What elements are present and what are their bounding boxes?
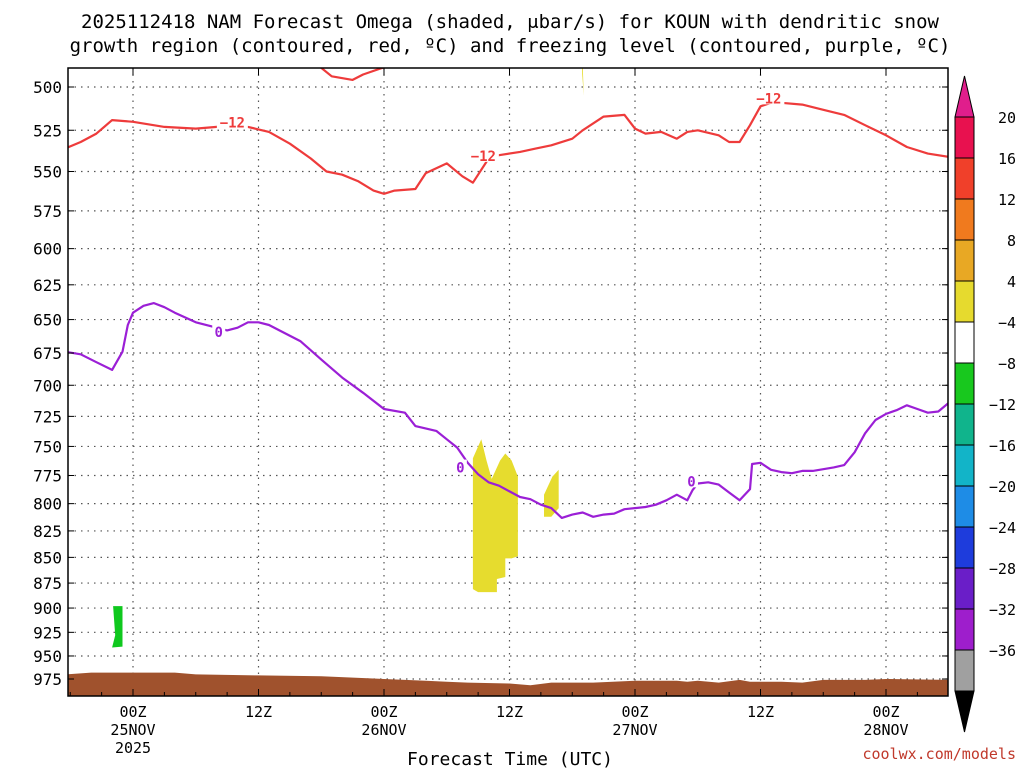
contour-label-bg: [684, 473, 698, 488]
colorbar-label: 8: [1007, 232, 1016, 250]
colorbar-swatch: [954, 362, 975, 405]
colorbar-label: −36: [989, 642, 1016, 660]
colorbar-label: 12: [998, 191, 1016, 209]
colorbar-label: −12: [989, 396, 1016, 414]
contour-label: −12: [471, 149, 496, 165]
contour-label-bg: [753, 90, 785, 105]
colorbar-swatch: [954, 608, 975, 651]
y-tick-label: 900: [33, 599, 62, 618]
x-tick-year: 2025: [115, 739, 151, 757]
terrain-layer: [68, 672, 948, 696]
y-tick-label: 750: [33, 437, 62, 456]
contour-label: 0: [687, 474, 695, 490]
contour-dgz-upper: [68, 101, 948, 195]
credit-text[interactable]: coolwx.com/models: [862, 745, 1016, 763]
contour-dgz-top: [319, 68, 419, 82]
y-tick-label: 675: [33, 344, 62, 363]
colorbar-bottom-triangle: [954, 690, 975, 733]
colorbar-swatch: [954, 649, 975, 692]
x-axis-label: Forecast Time (UTC): [407, 749, 613, 768]
x-tick-label: 00Z: [370, 703, 397, 721]
colorbar-swatch: [954, 321, 975, 364]
y-tick-label: 925: [33, 623, 62, 642]
colorbar-label: −24: [989, 519, 1016, 537]
contour-label: −12: [756, 91, 781, 107]
y-tick-label: 700: [33, 376, 62, 395]
plot-frame: [67, 67, 949, 697]
chart-title-line-2: growth region (contoured, red, ºC) and f…: [70, 35, 951, 57]
x-tick-date: 26NOV: [361, 721, 406, 739]
y-tick-label: 650: [33, 311, 62, 330]
y-tick-label: 725: [33, 407, 62, 426]
x-tick-label: 12Z: [496, 703, 523, 721]
x-tick-date: 28NOV: [863, 721, 908, 739]
contour-label-layer: −12 −12 −12 0 0 0: [212, 90, 785, 490]
colorbar-label: −20: [989, 478, 1016, 496]
contour-label-bg: [216, 114, 248, 129]
colorbar-label: −28: [989, 560, 1016, 578]
colorbar-top-triangle: [954, 75, 975, 118]
colorbar-swatch: [954, 280, 975, 323]
contour-label-bg: [453, 459, 467, 474]
y-tick-label: 975: [33, 670, 62, 689]
contour-label: 0: [215, 325, 223, 341]
colorbar-swatch: [954, 198, 975, 241]
colorbar-label: −32: [989, 601, 1016, 619]
colorbar-swatch: [954, 526, 975, 569]
colorbar-swatch: [954, 116, 975, 159]
y-tick-label: 575: [33, 202, 62, 221]
y-tick-label: 550: [33, 162, 62, 181]
shaded-region-omega-4-to-8-b: [544, 469, 559, 517]
grid-lines: [68, 68, 948, 696]
contour-label-bg: [212, 324, 226, 339]
y-tick-label: 500: [33, 78, 62, 97]
contour-label: 0: [456, 461, 464, 477]
shaded-region-omega-4-to-8: [472, 439, 518, 593]
y-tick-label: 600: [33, 240, 62, 259]
y-tick-label: 525: [33, 121, 62, 140]
colorbar-swatch: [954, 485, 975, 528]
x-tick-label: 12Z: [245, 703, 272, 721]
x-tick-label: 12Z: [747, 703, 774, 721]
colorbar-label: 20: [998, 109, 1016, 127]
colorbar-label: −8: [998, 355, 1016, 373]
omega-shading-layer: [112, 68, 584, 648]
colorbar-label: 4: [1007, 273, 1016, 291]
x-tick-label: 00Z: [872, 703, 899, 721]
y-tick-label: 800: [33, 495, 62, 514]
colorbar-label: 16: [998, 150, 1016, 168]
colorbar: 20 16 12 8 4 −4 −8 −12 −16 −20 −24 −28 −32 −36: [954, 75, 1016, 733]
terrain-surface: [68, 672, 948, 696]
x-tick-date: 25NOV: [110, 721, 155, 739]
x-tick-label: 00Z: [621, 703, 648, 721]
colorbar-swatch: [954, 403, 975, 446]
x-tick-label: 00Z: [119, 703, 146, 721]
y-tick-label: 625: [33, 276, 62, 295]
shaded-region-omega-4-to-8-c: [581, 68, 584, 96]
colorbar-swatch: [954, 567, 975, 610]
colorbar-label: −16: [989, 437, 1016, 455]
y-tick-label: 775: [33, 466, 62, 485]
y-tick-label: 825: [33, 522, 62, 541]
x-tick-date: 27NOV: [612, 721, 657, 739]
contour-label: −12: [220, 115, 245, 131]
colorbar-label: −4: [998, 314, 1016, 332]
colorbar-swatch: [954, 157, 975, 200]
y-tick-label: 950: [33, 647, 62, 666]
y-tick-label: 875: [33, 574, 62, 593]
y-axis: 500 525 550 575 600 625 650 675 700 725 750 775 800 8…: [33, 78, 948, 689]
contour-layer: [68, 68, 948, 520]
contour-label-bg: [467, 147, 499, 162]
chart-title-line-1: 2025112418 NAM Forecast Omega (shaded, μ…: [81, 11, 939, 33]
y-tick-label: 850: [33, 548, 62, 567]
colorbar-swatch: [954, 444, 975, 487]
colorbar-swatch: [954, 239, 975, 282]
shaded-region-omega-minus-4-to-minus-8: [112, 606, 123, 648]
